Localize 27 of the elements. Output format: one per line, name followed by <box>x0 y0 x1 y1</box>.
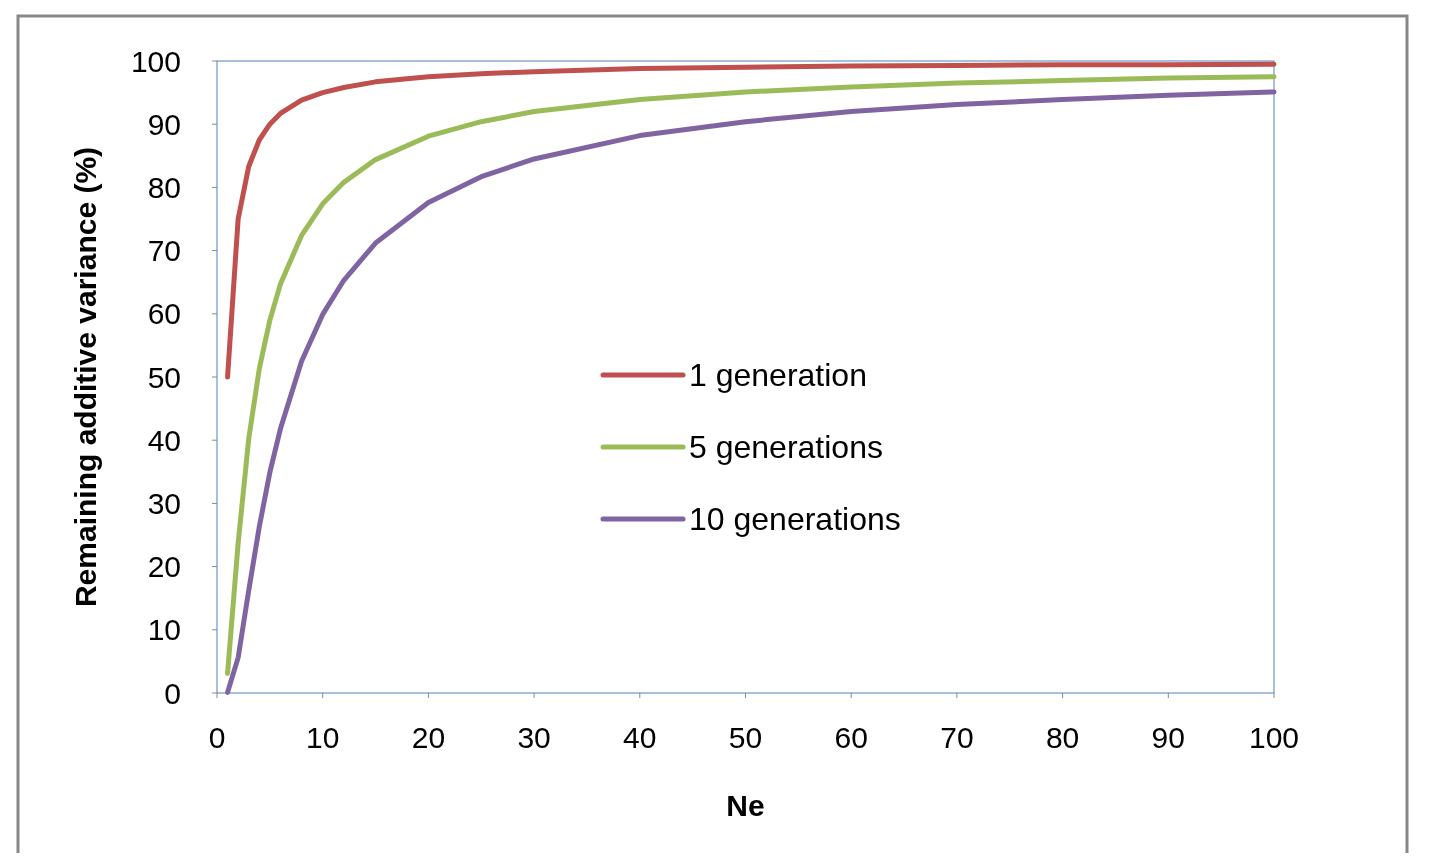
y-tick-label: 20 <box>147 550 181 584</box>
y-tick-label: 80 <box>147 170 181 204</box>
x-tick-label: 0 <box>208 721 226 754</box>
y-tick-label: 30 <box>147 486 181 520</box>
x-axis-title: Ne <box>726 789 765 822</box>
y-tick-label: 60 <box>147 297 181 331</box>
y-tick-label: 70 <box>147 234 181 268</box>
x-tick-label: 40 <box>623 721 657 754</box>
x-tick-label: 20 <box>411 721 446 754</box>
x-tick-label: 50 <box>728 721 763 754</box>
x-tick-label: 100 <box>1248 721 1300 754</box>
y-axis-title: Remaining additive variance (%) <box>69 146 102 608</box>
y-tick-label: 90 <box>147 107 181 141</box>
legend-label: 1 generation <box>689 357 867 393</box>
x-tick-label: 90 <box>1151 721 1185 754</box>
x-tick-label: 60 <box>834 721 868 754</box>
legend-label: 5 generations <box>689 429 883 465</box>
legend-label: 10 generations <box>689 501 901 537</box>
x-tick-label: 70 <box>940 721 974 754</box>
y-tick-label: 50 <box>147 360 181 394</box>
y-tick-label: 40 <box>147 423 181 457</box>
y-tick-label: 100 <box>130 44 181 78</box>
y-tick-label: 0 <box>164 676 181 710</box>
x-tick-label: 10 <box>306 721 340 754</box>
y-tick-label: 10 <box>147 613 181 647</box>
x-tick-label: 30 <box>517 721 551 754</box>
x-tick-label: 80 <box>1045 721 1080 754</box>
